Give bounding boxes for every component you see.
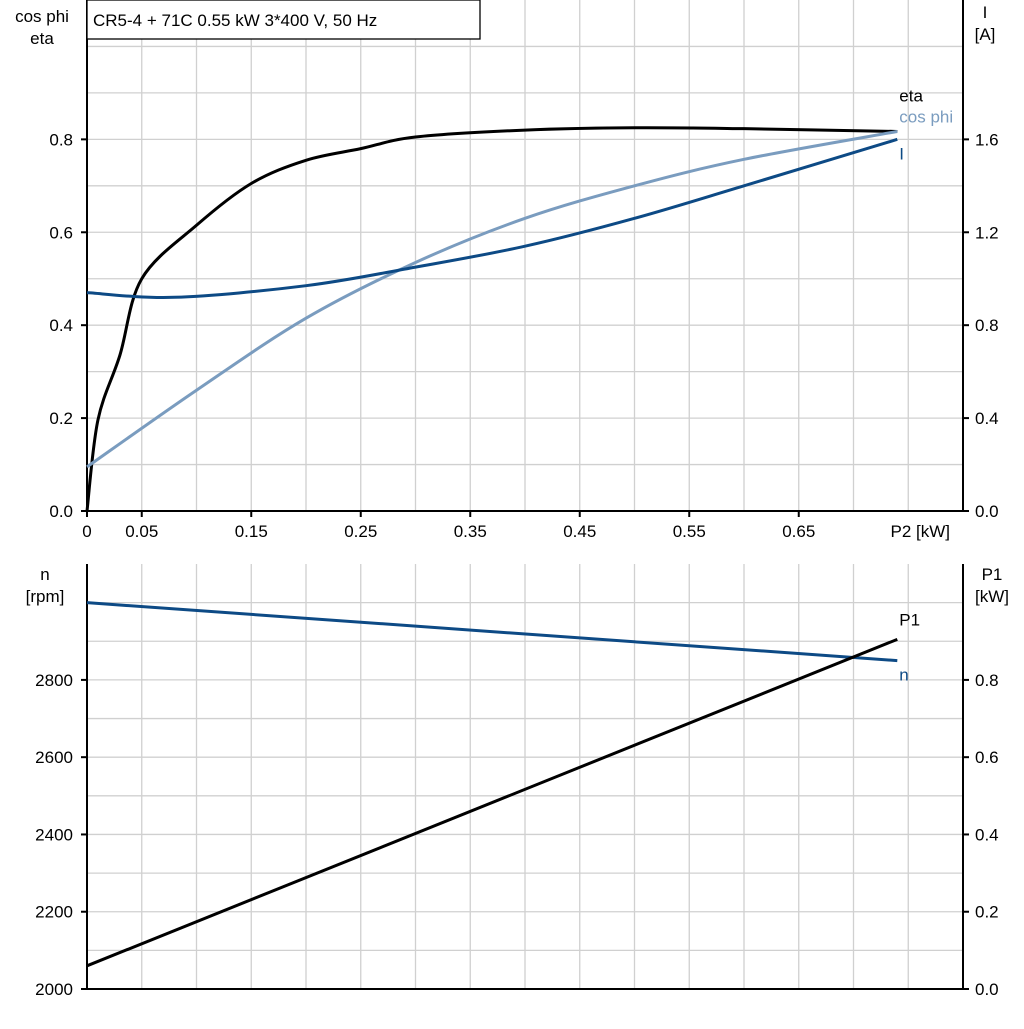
series-label-n: n bbox=[899, 666, 908, 685]
title-box bbox=[86, 0, 481, 40]
y-tick-label-right: 1.6 bbox=[975, 130, 999, 149]
y-tick-label-left: 2000 bbox=[35, 980, 73, 999]
series-line-n bbox=[86, 601, 898, 663]
series-label-eta: eta bbox=[899, 86, 923, 105]
y-axis-label-right: I bbox=[983, 3, 988, 22]
y-tick-label-left: 0.4 bbox=[49, 316, 73, 335]
y-tick-label-right: 0.8 bbox=[975, 316, 999, 335]
y-axis-label-right: P1 bbox=[982, 565, 1003, 584]
x-tick-label: 0.65 bbox=[782, 522, 815, 541]
y-tick-label-left: 0.2 bbox=[49, 409, 73, 428]
y-tick-label-right: 0.4 bbox=[975, 825, 999, 844]
y-tick-label-left: 2400 bbox=[35, 825, 73, 844]
series-line-cos-phi bbox=[86, 129, 898, 469]
y-tick-label-right: 0.0 bbox=[975, 980, 999, 999]
series-line-eta bbox=[85, 126, 898, 512]
y-tick-label-left: 0.8 bbox=[49, 130, 73, 149]
y-tick-label-right: 1.2 bbox=[975, 223, 999, 242]
chart-title: CR5-4 + 71C 0.55 kW 3*400 V, 50 Hz bbox=[93, 11, 377, 30]
series-label-P1: P1 bbox=[899, 610, 920, 629]
efficiency-current-chart: 0.0 0.2 0.4 0.6 0.8 0.0 0.4 0.8 1.2 1.6 cos phi eta… bbox=[15, 0, 999, 541]
x-tick-label: 0.05 bbox=[125, 522, 158, 541]
y-axis-label-right: [kW] bbox=[975, 587, 1009, 606]
y-axis-label-left: eta bbox=[30, 29, 54, 48]
series-line-I bbox=[86, 137, 898, 299]
y-tick-label-right: 0.4 bbox=[975, 409, 999, 428]
series-label-I: I bbox=[899, 144, 904, 163]
y-axis-label-left: [rpm] bbox=[26, 587, 65, 606]
y-tick-label-left: 0.6 bbox=[49, 223, 73, 242]
series-line-P1 bbox=[86, 637, 898, 968]
x-tick-label: 0.55 bbox=[673, 522, 706, 541]
y-tick-label-left: 2800 bbox=[35, 671, 73, 690]
y-tick-label-left: 2600 bbox=[35, 748, 73, 767]
y-tick-label-right: 0.2 bbox=[975, 903, 999, 922]
x-tick-label: 0.45 bbox=[563, 522, 596, 541]
y-tick-label-right: 0.0 bbox=[975, 502, 999, 521]
y-tick-label-right: 0.8 bbox=[975, 671, 999, 690]
y-tick-label-left: 2200 bbox=[35, 903, 73, 922]
speed-power-chart: 2000 2200 2400 2600 2800 0.0 0.2 0.4 0.6 0.8 n [rpm… bbox=[26, 564, 1009, 999]
series-label-cos-phi: cos phi bbox=[899, 107, 953, 126]
x-tick-label: 0.25 bbox=[344, 522, 377, 541]
y-tick-label-left: 0.0 bbox=[49, 502, 73, 521]
y-axis-label-left: cos phi bbox=[15, 7, 69, 26]
y-axis-label-right: [A] bbox=[975, 25, 996, 44]
x-tick-label: 0.15 bbox=[235, 522, 268, 541]
y-tick-label-right: 0.6 bbox=[975, 748, 999, 767]
x-axis-label: P2 [kW] bbox=[890, 522, 950, 541]
y-axis-label-left: n bbox=[40, 565, 49, 584]
x-tick-label: 0 bbox=[82, 522, 91, 541]
x-tick-label: 0.35 bbox=[454, 522, 487, 541]
